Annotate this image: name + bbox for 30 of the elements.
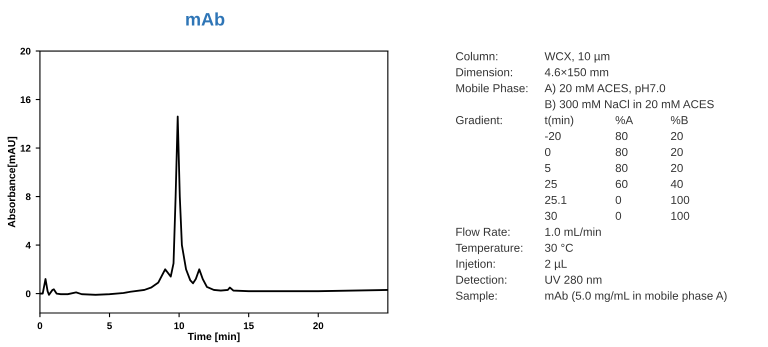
x-tick-label: 0 [38, 322, 42, 330]
text: Flow Rate: 1.0 mL/min [456, 227, 601, 236]
text: Detection: UV 280 nm [456, 275, 602, 284]
text: 25 60 40 [545, 180, 683, 188]
y-tick-label: 8 [26, 193, 31, 200]
chart-title: mAb [186, 12, 224, 26]
x-tick-label: 10 [174, 322, 184, 330]
text: 25.1 0 100 [545, 196, 690, 204]
y-tick-label: 12 [20, 144, 31, 152]
y-tick-label: 16 [20, 96, 31, 104]
text: Mobile Phase: A) 20 mM ACES, pH7.0 [456, 84, 666, 95]
text: Temperature: 30 °C [456, 244, 574, 254]
text: 0 80 20 [544, 148, 683, 156]
text: 5 80 20 [544, 164, 683, 172]
x-axis-title: Time [min] [188, 332, 240, 342]
text: Injetion: 2 µL [456, 259, 567, 270]
x-tick-label: 5 [107, 322, 112, 330]
text: Gradient: t(min) %A %B [456, 116, 688, 126]
text: B) 300 mM NaCl in 20 mM ACES [545, 100, 714, 111]
text: Column: WCX, 10 µm [456, 52, 610, 63]
x-tick-label: 20 [313, 322, 324, 330]
x-tick-label: 15 [244, 322, 254, 330]
text: Sample: mAb (5.0 mg/mL in mobile phase A) [456, 291, 727, 302]
y-tick-label: 20 [20, 48, 31, 55]
y-axis-title: Absorbance[mAU] [8, 136, 18, 228]
text: -20 80 20 [545, 132, 683, 140]
text: Dimension: 4.6×150 mm [456, 68, 608, 76]
y-tick-label: 4 [26, 242, 31, 249]
y-tick-label: 0 [26, 290, 31, 298]
text: 30 0 100 [544, 212, 690, 220]
